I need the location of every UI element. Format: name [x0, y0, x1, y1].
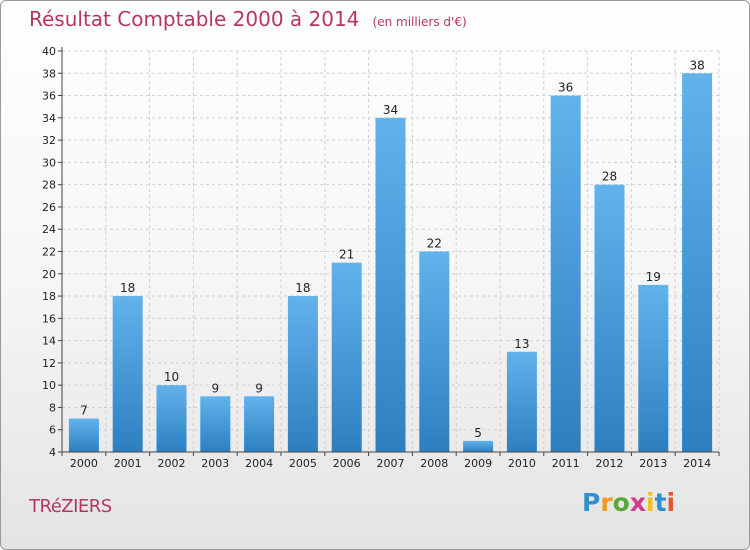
y-tick-label: 26: [42, 201, 56, 214]
x-tick-label: 2011: [552, 457, 580, 470]
logo-letter: i: [666, 488, 676, 517]
y-tick-label: 24: [42, 223, 56, 236]
bar-value-label: 9: [255, 381, 263, 395]
y-tick-label: 6: [49, 424, 56, 437]
bar-2000[interactable]: [68, 418, 99, 452]
commune-name: TRéZIERS: [29, 496, 112, 517]
logo-letter: i: [646, 488, 655, 517]
bar-value-label: 13: [514, 337, 529, 351]
y-tick-label: 32: [42, 134, 56, 147]
y-tick-label: 36: [42, 90, 56, 103]
bar-value-label: 21: [339, 248, 354, 262]
proxiti-logo[interactable]: Proxiti: [582, 488, 675, 517]
x-tick-label: 2009: [464, 457, 492, 470]
y-tick-label: 40: [42, 45, 56, 58]
y-tick-label: 38: [42, 67, 56, 80]
bar-value-label: 34: [383, 103, 398, 117]
chart-title-text: Résultat Comptable 2000 à 2014: [29, 7, 360, 31]
chart-unit: (en milliers d'€): [372, 15, 467, 29]
x-tick-label: 2006: [333, 457, 361, 470]
bar-2013[interactable]: [638, 284, 669, 452]
bar-2004[interactable]: [244, 396, 275, 452]
x-tick-label: 2002: [158, 457, 186, 470]
bar-value-label: 22: [427, 237, 442, 251]
y-tick-label: 30: [42, 156, 56, 169]
x-tick-label: 2007: [377, 457, 405, 470]
y-tick-label: 28: [42, 179, 56, 192]
x-tick-label: 2000: [70, 457, 98, 470]
bar-value-label: 38: [689, 58, 704, 72]
bar-value-label: 36: [558, 81, 573, 95]
x-tick-label: 2004: [245, 457, 273, 470]
x-tick-label: 2014: [683, 457, 711, 470]
bar-value-label: 5: [474, 426, 482, 440]
y-tick-label: 22: [42, 246, 56, 259]
y-tick-label: 16: [42, 312, 56, 325]
x-tick-label: 2012: [596, 457, 624, 470]
bar-value-label: 19: [646, 270, 661, 284]
logo-letter: t: [654, 488, 667, 517]
bar-value-label: 28: [602, 170, 617, 184]
x-tick-label: 2013: [639, 457, 667, 470]
bar-2010[interactable]: [506, 351, 537, 452]
bar-2011[interactable]: [550, 95, 581, 453]
x-tick-label: 2008: [420, 457, 448, 470]
bar-2002[interactable]: [156, 385, 187, 452]
bar-2007[interactable]: [375, 117, 406, 452]
logo-letter: P: [582, 488, 601, 517]
axes: 4 6 8 10 12 14 16 18 20 22 24 26 28 30 32 34 36 38 40 2000 2…: [42, 45, 720, 470]
bar-2001[interactable]: [112, 296, 143, 452]
logo-letter: o: [612, 488, 630, 517]
bar-2012[interactable]: [594, 184, 625, 452]
logo-letter: x: [629, 488, 646, 517]
bar-2014[interactable]: [682, 73, 713, 453]
bar-value-label: 7: [80, 404, 88, 418]
bar-value-label: 18: [120, 281, 135, 295]
bar-2005[interactable]: [287, 296, 318, 452]
y-tick-label: 8: [49, 401, 56, 414]
chart-title: Résultat Comptable 2000 à 2014 (en milli…: [29, 7, 467, 31]
bars: 7 18 10 9 9 18 21 34 22 5 13 36 28 19 38: [68, 58, 713, 453]
y-tick-label: 20: [42, 268, 56, 281]
bar-value-label: 18: [295, 281, 310, 295]
y-tick-label: 10: [42, 379, 56, 392]
bar-value-label: 9: [211, 381, 219, 395]
y-tick-label: 14: [42, 335, 56, 348]
x-tick-label: 2005: [289, 457, 317, 470]
y-tick-label: 18: [42, 290, 56, 303]
bar-value-label: 10: [164, 370, 179, 384]
logo-letter: r: [600, 488, 613, 517]
bar-2008[interactable]: [419, 251, 450, 453]
bar-2006[interactable]: [331, 262, 362, 452]
y-tick-label: 34: [42, 112, 56, 125]
bar-2003[interactable]: [200, 396, 231, 452]
y-tick-label: 12: [42, 357, 56, 370]
x-tick-label: 2010: [508, 457, 536, 470]
x-tick-label: 2003: [201, 457, 229, 470]
y-tick-label: 4: [49, 446, 56, 459]
x-tick-label: 2001: [114, 457, 142, 470]
bar-2009[interactable]: [463, 440, 494, 452]
